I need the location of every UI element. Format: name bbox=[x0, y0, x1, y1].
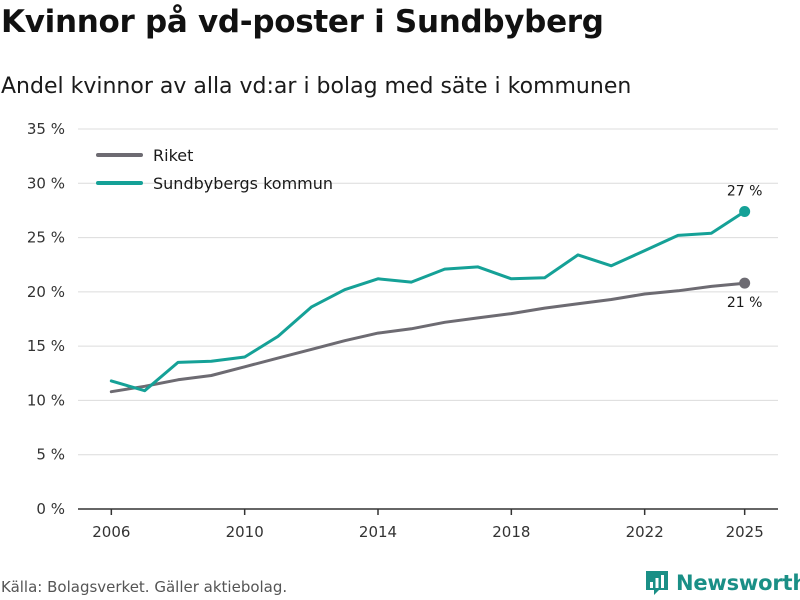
series-line-sundbyberg bbox=[109, 210, 747, 393]
data-labels: 21 % 27 % bbox=[727, 184, 763, 312]
x-tick-label: 2010 bbox=[226, 523, 264, 541]
y-tick-label: 25 % bbox=[27, 229, 65, 247]
brand-name: Newsworthy bbox=[676, 571, 800, 595]
series-end-marker bbox=[739, 206, 751, 218]
newsworthy-logo-icon bbox=[646, 571, 668, 595]
x-tick-label: 2018 bbox=[492, 523, 530, 541]
source-note: Källa: Bolagsverket. Gäller aktiebolag. bbox=[1, 578, 288, 596]
x-tick-label: 2022 bbox=[626, 523, 664, 541]
end-value-label: 21 % bbox=[727, 295, 763, 311]
x-tick-label: 2014 bbox=[359, 523, 397, 541]
y-tick-label: 15 % bbox=[27, 337, 65, 355]
y-tick-label: 0 % bbox=[36, 500, 65, 518]
series-line-riket bbox=[109, 281, 747, 394]
legend: Riket Sundbybergs kommun bbox=[96, 146, 333, 193]
y-tick-label: 30 % bbox=[27, 174, 65, 192]
chart-subtitle: Andel kvinnor av alla vd:ar i bolag med … bbox=[1, 74, 632, 99]
axes: 0 % 5 % 10 % 15 % 20 % 25 % 30 % 35 % 2006 2010 20… bbox=[27, 120, 778, 541]
chart-title: Kvinnor på vd-poster i Sundbyberg bbox=[1, 4, 604, 40]
legend-label: Riket bbox=[153, 146, 193, 165]
series-end-marker bbox=[739, 277, 751, 289]
brand-logo[interactable]: Newsworthy bbox=[644, 569, 800, 597]
end-value-label: 27 % bbox=[727, 184, 763, 200]
x-tick-label: 2006 bbox=[92, 523, 130, 541]
y-tick-label: 20 % bbox=[27, 283, 65, 301]
legend-label: Sundbybergs kommun bbox=[153, 174, 333, 193]
y-tick-label: 5 % bbox=[36, 446, 65, 464]
series-lines bbox=[109, 206, 751, 394]
x-tick-label: 2025 bbox=[726, 523, 764, 541]
y-tick-label: 10 % bbox=[27, 391, 65, 409]
y-tick-label: 35 % bbox=[27, 120, 65, 138]
